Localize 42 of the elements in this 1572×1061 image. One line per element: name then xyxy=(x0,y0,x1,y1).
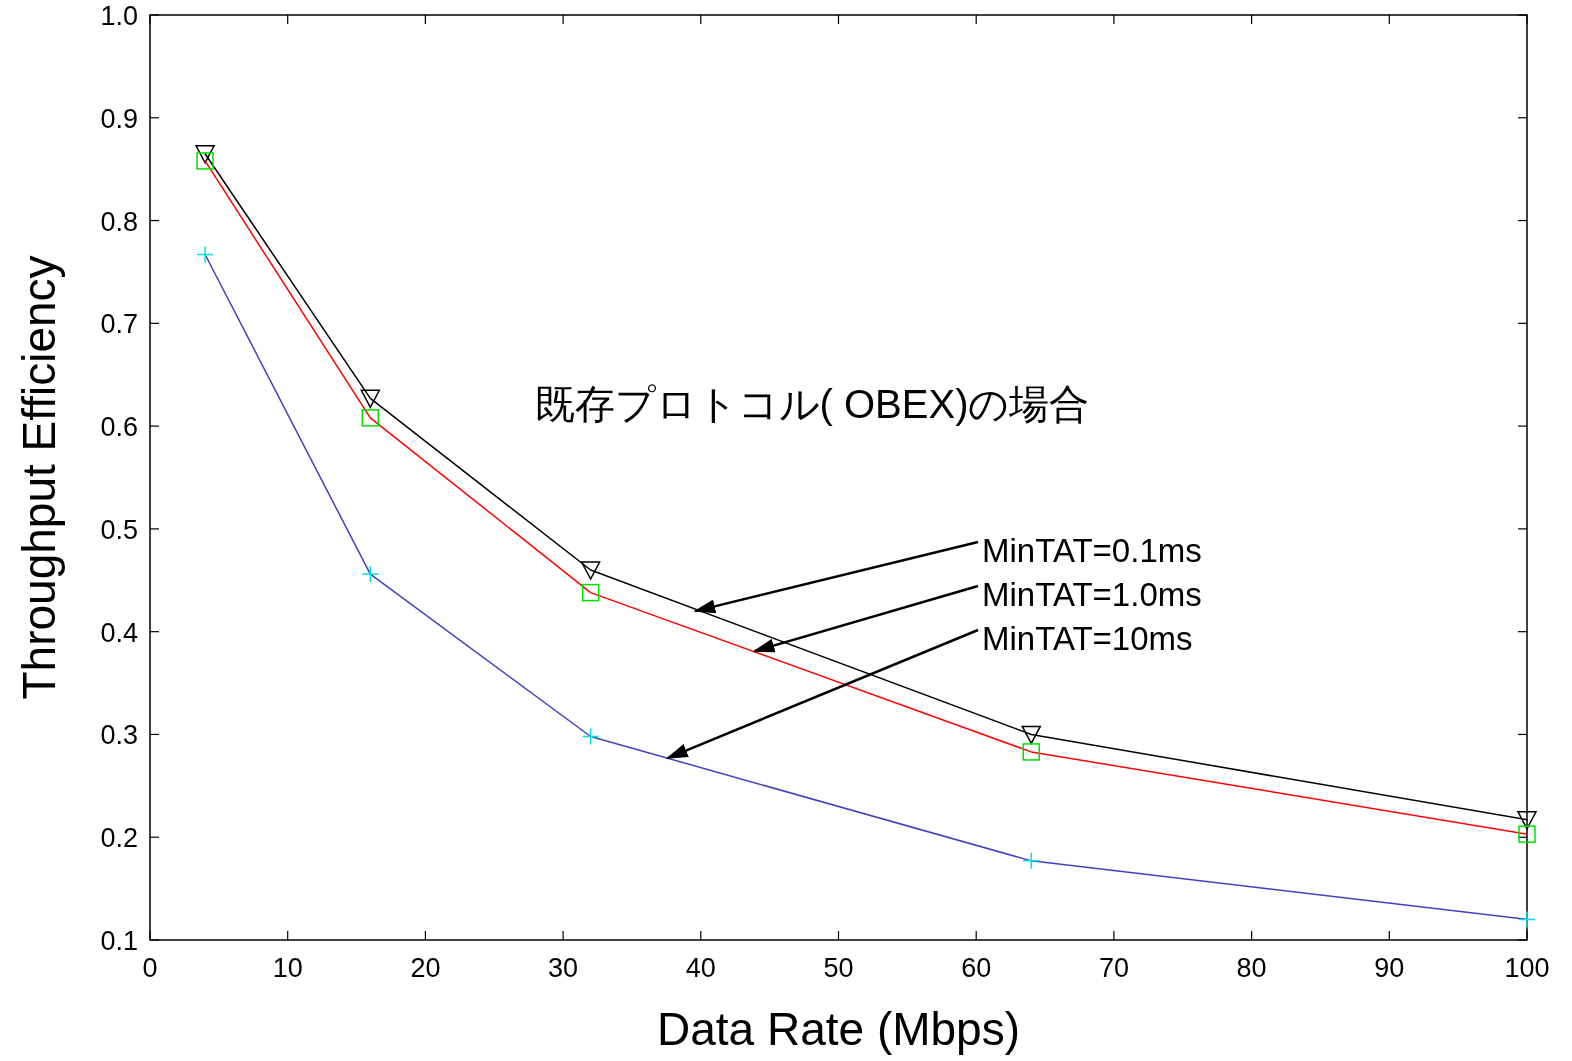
y-tick-label: 0.8 xyxy=(100,206,138,237)
point xyxy=(1517,811,1537,830)
point xyxy=(1518,910,1536,929)
y-tick-label: 0.3 xyxy=(100,720,138,751)
annotation: MinTAT=10ms xyxy=(982,620,1193,657)
x-tick-label: 20 xyxy=(410,953,441,983)
x-tick-label: 30 xyxy=(548,953,579,983)
point xyxy=(1022,743,1041,761)
y-tick-label: 0.7 xyxy=(100,309,138,340)
x-tick-label: 10 xyxy=(272,953,303,983)
x-tick-label: 70 xyxy=(1098,953,1129,983)
point xyxy=(1518,825,1536,843)
point xyxy=(581,727,600,746)
y-tick-label: 0.6 xyxy=(100,412,138,443)
x-tick-label: 80 xyxy=(1236,953,1267,983)
x-tick-label: 40 xyxy=(685,953,716,983)
y-tick-label: 0.1 xyxy=(100,926,138,956)
annotation: MinTAT=0.1ms xyxy=(982,532,1202,569)
x-axis-title: Data Rate (Mbps) xyxy=(656,1003,1021,1055)
annotation: MinTAT=1.0ms xyxy=(982,576,1202,613)
y-tick-label: 0.9 xyxy=(100,103,138,134)
point xyxy=(1021,725,1042,745)
x-tick-label: 90 xyxy=(1374,953,1405,983)
y-tick-label: 0.2 xyxy=(100,823,138,854)
point xyxy=(581,583,600,602)
point xyxy=(580,561,601,580)
y-tick-label: 1.0 xyxy=(100,1,138,31)
point xyxy=(196,152,214,170)
point xyxy=(1022,852,1041,870)
point xyxy=(361,409,380,427)
point xyxy=(360,389,381,409)
x-tick-label: 0 xyxy=(142,953,158,983)
point xyxy=(361,565,380,583)
y-axis-title: Throughput Efficiency xyxy=(13,255,65,700)
y-tick-label: 0.4 xyxy=(100,617,138,648)
x-tick-label: 60 xyxy=(961,953,992,983)
y-tick-label: 0.5 xyxy=(100,514,138,545)
point xyxy=(195,145,215,164)
text: 既存プロトコル( OBEX)の場合 xyxy=(534,382,1090,426)
x-tick-label: 50 xyxy=(823,953,854,983)
point xyxy=(196,245,214,264)
x-tick-label: 100 xyxy=(1504,953,1550,983)
